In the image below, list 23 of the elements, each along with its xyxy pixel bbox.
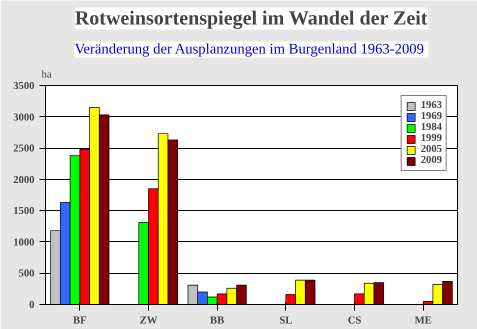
x-tick-label: BF: [73, 316, 87, 326]
y-tick-label: 500: [18, 268, 34, 280]
y-tick-label: 3000: [13, 112, 34, 124]
y-tick-label: 2000: [13, 174, 34, 186]
y-tick-label: 1000: [13, 237, 34, 248]
x-tick-label: ME: [414, 316, 432, 326]
legend-label: 1963: [420, 100, 442, 111]
y-tick-label: 1500: [13, 206, 34, 218]
legend-label: 1984: [420, 122, 442, 133]
legend-label: 2009: [420, 155, 442, 166]
legend-label: 1969: [420, 111, 442, 122]
y-tick-label: 0: [29, 300, 34, 311]
y-tick-label: 2500: [13, 144, 34, 155]
x-tick-label: CS: [348, 316, 362, 326]
chart-title: Rotweinsortenspiegel im Wandel der Zeit: [74, 8, 428, 30]
y-tick-label: 3500: [13, 81, 34, 92]
y-axis-title: ha: [42, 70, 52, 80]
chart-subtitle: Veränderung der Ausplanzungen im Burgenland 1963-2009: [74, 42, 424, 58]
x-tick-label: BB: [210, 316, 224, 326]
x-tick-label: SL: [279, 316, 292, 326]
legend-label: 1999: [420, 133, 442, 144]
x-tick-label: ZW: [140, 316, 158, 326]
legend-label: 2005: [420, 144, 442, 155]
